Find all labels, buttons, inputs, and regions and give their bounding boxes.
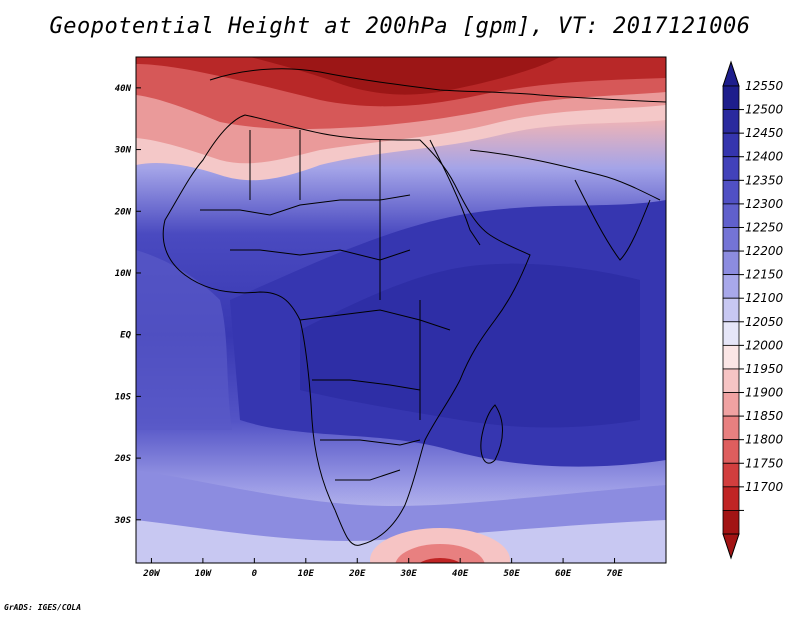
y-axis: 40N 30N 20N 10N EQ 10S 20S 30S bbox=[114, 84, 141, 526]
credit-label: GrADS: IGES/COLA bbox=[4, 603, 82, 612]
colorbar-level-label: 12450 bbox=[745, 126, 784, 140]
y-tick-label: 20N bbox=[114, 207, 132, 217]
colorbar-swatch bbox=[722, 156, 740, 181]
colorbar-level-label: 12500 bbox=[745, 103, 784, 117]
colorbar-swatch bbox=[722, 368, 740, 393]
colorbar-swatch bbox=[722, 415, 740, 441]
colorbar-level-label: 12550 bbox=[745, 79, 784, 93]
x-tick-label: 30E bbox=[400, 569, 418, 579]
colorbar-swatch bbox=[722, 85, 740, 110]
colorbar-swatch bbox=[722, 486, 740, 511]
colorbar-level-label: 12300 bbox=[745, 197, 784, 211]
colorbar-level-label: 11750 bbox=[745, 456, 784, 470]
colorbar-level-label: 12400 bbox=[745, 150, 784, 164]
colorbar-swatch bbox=[722, 203, 740, 228]
x-tick-label: 40E bbox=[452, 569, 469, 579]
colorbar-swatch bbox=[722, 344, 740, 370]
colorbar-level-label: 12150 bbox=[745, 268, 784, 282]
colorbar-swatch bbox=[722, 109, 740, 134]
x-tick-label: 20W bbox=[142, 569, 161, 579]
colorbar-swatch bbox=[722, 510, 740, 535]
y-tick-label: 10N bbox=[115, 269, 132, 279]
colorbar-swatch bbox=[722, 462, 740, 488]
colorbar-level-label: 11950 bbox=[745, 362, 784, 376]
coastlines bbox=[162, 68, 666, 546]
x-tick-label: 70E bbox=[606, 569, 623, 579]
colorbar-swatch bbox=[722, 321, 740, 346]
colorbar-swatch bbox=[722, 439, 740, 464]
y-tick-label: 20S bbox=[114, 454, 132, 464]
colorbar-level-label: 12000 bbox=[745, 338, 784, 352]
x-tick-label: 50E bbox=[503, 569, 520, 579]
colorbar-level-label: 12100 bbox=[745, 291, 784, 305]
colorbar-level-label: 12250 bbox=[745, 220, 784, 234]
x-tick-label: 10W bbox=[195, 569, 213, 579]
y-tick-label: 40N bbox=[115, 84, 132, 94]
colorbar-swatch bbox=[722, 392, 740, 417]
x-tick-label: 10E bbox=[298, 569, 315, 579]
y-tick-label: EQ bbox=[120, 331, 131, 341]
colorbar-swatch bbox=[722, 132, 740, 158]
x-axis: 20W 10W 0 10E 20E 30E 40E 50E 60E 70E bbox=[142, 558, 623, 579]
page-title: Geopotential Height at 200hPa [gpm], VT:… bbox=[49, 14, 751, 39]
colorbar-level-label: 11800 bbox=[745, 433, 784, 447]
colorbar-swatch bbox=[722, 179, 740, 205]
colorbar-level-label: 12350 bbox=[745, 173, 784, 187]
colorbar-level-label: 11700 bbox=[745, 480, 784, 494]
colorbar-swatch bbox=[722, 250, 740, 276]
colorbar-bottom-arrow bbox=[722, 533, 740, 560]
colorbar-swatch bbox=[722, 297, 740, 323]
y-tick-label: 30S bbox=[114, 516, 132, 526]
colorbar-top-arrow bbox=[722, 60, 740, 87]
height-field bbox=[136, 57, 666, 563]
colorbar-level-label: 12200 bbox=[745, 244, 784, 258]
colorbar-level-label: 11900 bbox=[745, 386, 784, 400]
colorbar-swatch bbox=[722, 274, 740, 299]
x-tick-label: 20E bbox=[348, 569, 366, 579]
colorbar: 12550 12500 12450 12400 12350 12300 12250 12200… bbox=[722, 60, 784, 560]
map-frame bbox=[135, 56, 667, 564]
x-tick-label: 60E bbox=[555, 569, 572, 579]
colorbar-swatch bbox=[722, 227, 740, 252]
y-tick-label: 30N bbox=[114, 146, 132, 156]
colorbar-level-label: 11850 bbox=[745, 409, 784, 423]
x-tick-label: 0 bbox=[252, 569, 258, 579]
y-tick-label: 10S bbox=[115, 392, 132, 402]
colorbar-level-label: 12050 bbox=[745, 315, 784, 329]
